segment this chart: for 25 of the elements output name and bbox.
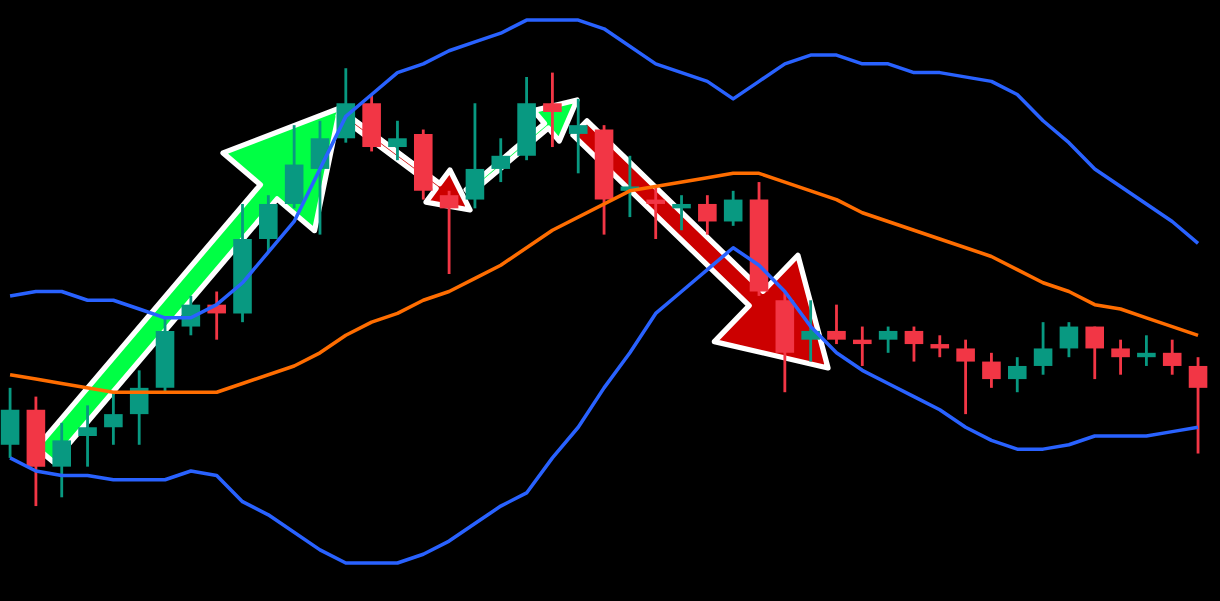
candlestick — [982, 351, 1001, 390]
candlestick — [1033, 320, 1053, 377]
candlestick — [956, 338, 975, 416]
candlestick — [388, 119, 407, 162]
candlestick — [543, 71, 562, 149]
candlestick — [827, 303, 846, 346]
candlestick — [568, 97, 588, 175]
candlestick — [1007, 355, 1027, 394]
candlestick — [672, 193, 691, 232]
candlestick — [646, 185, 666, 241]
candlestick — [930, 333, 950, 359]
candlestick — [1162, 338, 1182, 377]
candlestick — [904, 325, 924, 363]
candlestick — [1111, 338, 1130, 377]
candlestick — [78, 403, 97, 469]
candlestick — [878, 325, 898, 355]
candlestick — [1137, 333, 1156, 368]
candlestick — [853, 325, 872, 368]
candlestick — [1059, 320, 1079, 359]
candlestick — [1085, 325, 1105, 381]
candlestick — [491, 136, 511, 184]
candlestick — [698, 193, 717, 237]
candlestick — [723, 189, 743, 228]
candlestick — [1188, 355, 1208, 455]
candlestick — [439, 189, 459, 276]
